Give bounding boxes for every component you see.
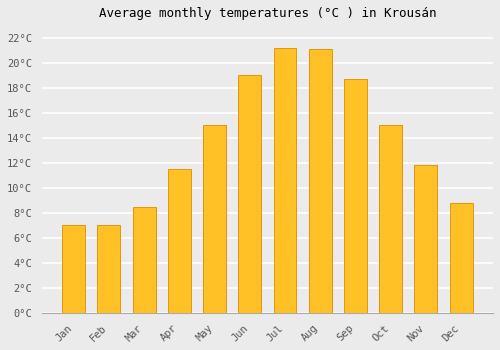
- Bar: [62, 225, 85, 313]
- Bar: [98, 225, 120, 313]
- Bar: [274, 48, 296, 313]
- Bar: [203, 125, 226, 313]
- Bar: [132, 206, 156, 313]
- Bar: [414, 166, 438, 313]
- Bar: [344, 79, 367, 313]
- Bar: [450, 203, 472, 313]
- Bar: [379, 125, 402, 313]
- Title: Average monthly temperatures (°C ) in Krousán: Average monthly temperatures (°C ) in Kr…: [98, 7, 436, 20]
- Bar: [238, 75, 261, 313]
- Bar: [308, 49, 332, 313]
- Bar: [168, 169, 191, 313]
